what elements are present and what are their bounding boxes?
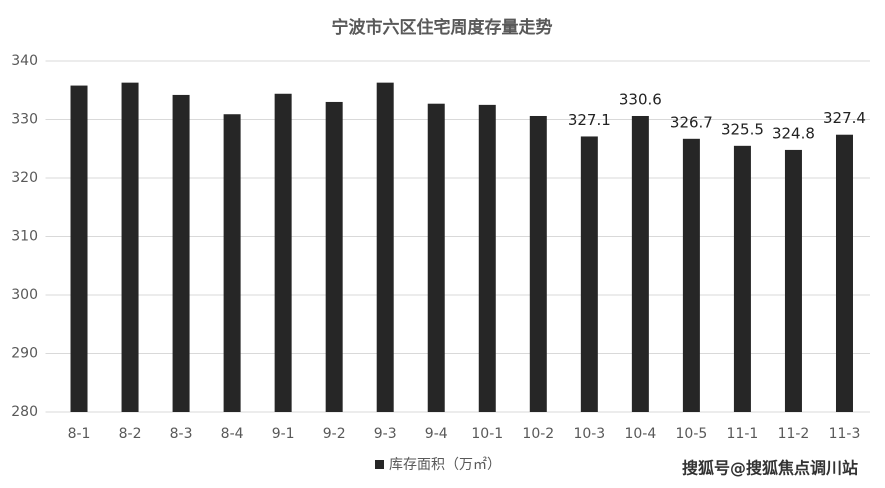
bar: [121, 82, 139, 413]
bar: [682, 138, 700, 412]
legend-swatch: [375, 460, 384, 469]
x-tick-label: 8-2: [119, 426, 142, 442]
x-tick-label: 10-4: [624, 426, 656, 442]
x-tick-label: 9-3: [374, 426, 397, 442]
x-tick-label: 10-5: [676, 426, 708, 442]
y-tick-label: 330: [11, 112, 38, 128]
watermark: 搜狐号@搜狐焦点调川站: [682, 459, 858, 478]
x-tick-label: 11-3: [829, 426, 861, 442]
bar: [325, 101, 343, 412]
bar: [274, 93, 292, 412]
bar: [376, 82, 394, 413]
data-label: 325.5: [721, 120, 764, 138]
data-label: 324.8: [772, 124, 815, 142]
x-tick-label: 8-4: [221, 426, 244, 442]
bar: [580, 136, 598, 412]
bar: [835, 134, 853, 412]
x-tick-label: 9-2: [323, 426, 346, 442]
x-tick-label: 9-1: [272, 426, 295, 442]
bar: [172, 94, 190, 413]
y-tick-label: 290: [11, 346, 38, 362]
y-tick-label: 310: [11, 229, 38, 245]
y-tick-label: 300: [11, 287, 38, 303]
legend-label: 库存面积（万㎡）: [389, 457, 501, 473]
bar: [784, 149, 802, 413]
bar: [631, 115, 649, 413]
bar: [427, 103, 445, 412]
x-tick-label: 11-1: [727, 426, 759, 442]
data-label: 326.7: [670, 113, 713, 131]
bar: [733, 145, 751, 412]
x-tick-label: 8-1: [68, 426, 91, 442]
y-tick-label: 280: [11, 404, 38, 420]
data-label: 327.4: [823, 109, 866, 127]
x-tick-label: 9-4: [425, 426, 448, 442]
x-tick-label: 8-3: [170, 426, 193, 442]
y-tick-label: 320: [11, 170, 38, 186]
bar: [478, 104, 496, 412]
bar: [70, 85, 88, 412]
chart-title: 宁波市六区住宅周度存量走势: [332, 17, 553, 38]
x-tick-label: 11-2: [778, 426, 810, 442]
x-tick-label: 10-2: [522, 426, 554, 442]
data-label: 327.1: [568, 111, 611, 129]
bar: [529, 115, 547, 413]
data-label: 330.6: [619, 90, 662, 108]
bar: [223, 114, 241, 413]
y-tick-label: 340: [11, 53, 38, 69]
x-tick-label: 10-1: [471, 426, 503, 442]
x-tick-label: 10-3: [573, 426, 605, 442]
